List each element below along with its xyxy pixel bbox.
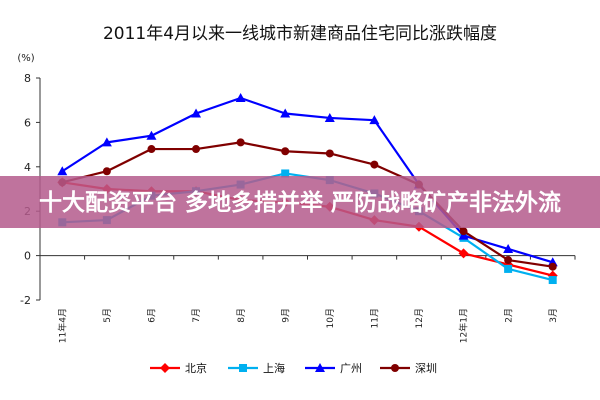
data-point <box>236 138 245 147</box>
legend-label: 北京 <box>185 361 207 375</box>
data-point <box>459 227 468 236</box>
x-tick-label: 7月 <box>191 308 202 323</box>
overlay-banner-text: 十大配资平台 多地多措并举 严防战略矿产非法外流 <box>39 189 561 216</box>
data-point <box>548 276 557 285</box>
series-line <box>61 96 554 264</box>
data-point <box>504 264 513 273</box>
legend-item: 深圳 <box>380 362 437 375</box>
data-point <box>101 137 112 147</box>
x-tick-label: 9月 <box>280 308 291 323</box>
legend-item: 广州 <box>305 362 362 375</box>
x-tick-label: 2月 <box>503 308 514 323</box>
x-tick-label: 11月 <box>370 308 381 328</box>
legend-label: 上海 <box>263 361 285 375</box>
x-tick-label: 3月 <box>548 308 559 323</box>
data-point <box>191 108 202 118</box>
x-tick-label: 12年1月 <box>458 308 470 343</box>
data-point <box>102 167 111 176</box>
x-tick-label: 6月 <box>147 308 158 323</box>
data-point <box>280 108 291 118</box>
data-point <box>370 160 379 169</box>
data-point <box>281 169 290 178</box>
x-tick-label: 8月 <box>236 308 247 323</box>
legend-item: 上海 <box>228 361 285 375</box>
y-tick-label: 0 <box>24 250 31 263</box>
legend-item: 北京 <box>150 361 207 375</box>
y-tick-label: 8 <box>24 72 31 85</box>
y-tick-label: -2 <box>20 294 31 307</box>
data-point <box>369 115 380 125</box>
x-tick-label: 10月 <box>325 308 336 328</box>
legend-label: 深圳 <box>415 362 437 375</box>
data-point <box>548 262 557 271</box>
legend-marker <box>239 364 247 372</box>
y-tick-label: 6 <box>24 116 31 129</box>
data-point <box>235 92 246 102</box>
overlay-banner-background <box>0 176 600 228</box>
overlay-banner: 十大配资平台 多地多措并举 严防战略矿产非法外流 <box>0 176 600 228</box>
legend: 北京 上海 广州 深圳 <box>150 361 437 375</box>
data-point <box>504 256 513 265</box>
data-point <box>458 248 469 259</box>
x-tick-label: 5月 <box>102 308 113 323</box>
data-point <box>281 147 290 156</box>
x-tick-label: 11年4月 <box>56 308 68 343</box>
data-point <box>147 145 156 154</box>
legend-marker <box>315 363 325 372</box>
chart-title: 2011年4月以来一线城市新建商品住宅同比涨跌幅度 <box>103 24 497 44</box>
y-tick-label: 4 <box>24 161 31 174</box>
x-tick-label: 12月 <box>414 308 425 328</box>
axes: -20246811年4月5月6月7月8月9月10月11月12月12年1月2月3月 <box>20 72 576 343</box>
data-point <box>503 243 514 253</box>
data-point <box>146 130 157 140</box>
data-point <box>324 112 335 122</box>
data-point <box>192 145 201 154</box>
y-axis-unit: (%) <box>17 53 34 64</box>
data-point <box>57 166 68 176</box>
legend-marker <box>391 364 399 372</box>
data-point <box>325 149 334 158</box>
legend-label: 广州 <box>340 362 362 375</box>
series-line <box>62 141 553 268</box>
legend-marker <box>160 363 170 373</box>
